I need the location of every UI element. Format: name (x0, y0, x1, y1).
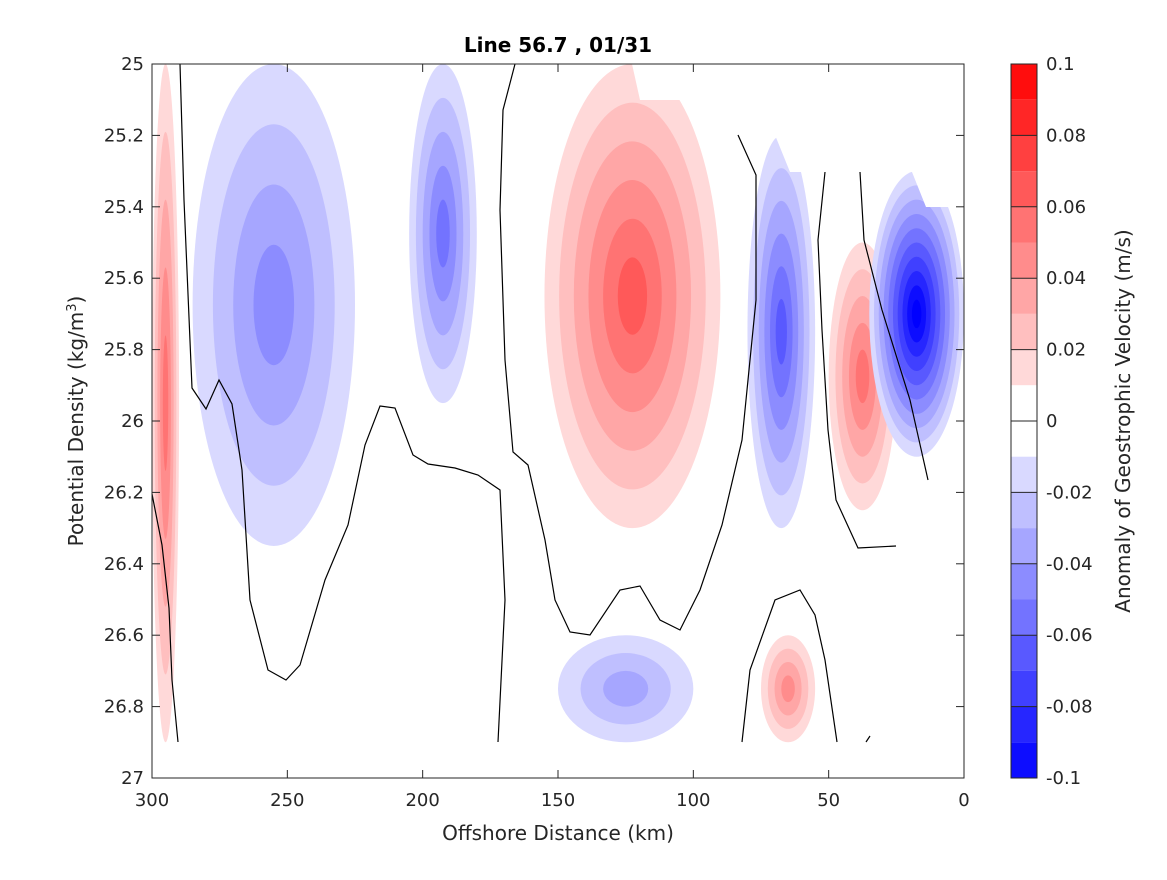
y-tick-label: 26.4 (104, 554, 144, 575)
colorbar-tick-label: -0.08 (1046, 697, 1093, 718)
contour-level-5 (436, 199, 450, 268)
contour-level-6 (775, 299, 787, 365)
y-tick-label: 25.8 (104, 340, 144, 361)
filled-contours (152, 64, 964, 743)
colorbar-band (1011, 349, 1037, 386)
colorbar-tick-label: 0.08 (1046, 125, 1086, 146)
y-tick-label: 25.2 (104, 125, 144, 146)
colorbar-tick-label: 0.02 (1046, 340, 1086, 361)
colorbar-tick-label: 0.06 (1046, 197, 1086, 218)
colorbar-tick-label: -0.04 (1046, 554, 1093, 575)
x-tick-label: 200 (405, 790, 439, 811)
colorbar-band (1011, 563, 1037, 600)
colorbar-band (1011, 171, 1037, 207)
colorbar-band (1011, 206, 1037, 243)
colorbar-tick-label: -0.06 (1046, 625, 1093, 646)
y-axis: 25 25.2 25.4 25.6 25.8 26 26.2 26.4 26.6 26.8 27 (104, 54, 964, 789)
zero-contour-lines (152, 64, 929, 743)
contour-region-4 (544, 64, 721, 529)
y-tick-label: 25.6 (104, 268, 144, 289)
contour-level-4 (253, 244, 295, 366)
x-tick-label: 0 (958, 790, 969, 811)
colorbar-band (1011, 670, 1037, 707)
x-axis-label: Offshore Distance (km) (442, 821, 674, 845)
colorbar-label: Anomaly of Geostrophic Velocity (m/s) (1111, 229, 1135, 612)
colorbar-tick-label: 0.1 (1046, 54, 1075, 75)
colorbar-band (1011, 635, 1037, 671)
y-tick-label: 26.6 (104, 625, 144, 646)
x-tick-label: 250 (270, 790, 304, 811)
colorbar-tick-label: -0.1 (1046, 768, 1081, 789)
colorbar-band (1011, 278, 1037, 314)
contour-level-3 (603, 670, 649, 707)
contour-region-8 (558, 635, 694, 743)
x-tick-label: 300 (135, 790, 169, 811)
colorbar-band (1011, 528, 1037, 564)
contour-region-7 (869, 171, 964, 457)
contour-level-6 (617, 257, 648, 335)
colorbar-band (1011, 706, 1037, 743)
contour-level-5 (162, 335, 169, 471)
contour-region-1 (152, 64, 180, 743)
colorbar-band (1011, 742, 1037, 778)
y-tick-label: 26.8 (104, 697, 144, 718)
chart-title: Line 56.7 , 01/31 (464, 33, 652, 57)
colorbar-tick-label: 0.04 (1046, 268, 1086, 289)
contour-region-2 (192, 64, 355, 546)
colorbar-band (1011, 99, 1037, 136)
contour-region-5 (747, 135, 816, 529)
contour-level-4 (781, 675, 795, 703)
contour-region-3 (409, 64, 477, 404)
contour-level-5 (855, 349, 870, 404)
colorbar-band (1011, 135, 1037, 172)
colorbar-tick-label: 0 (1046, 411, 1057, 432)
colorbar-band (1011, 421, 1037, 457)
y-tick-label: 26.2 (104, 482, 144, 503)
x-tick-label: 50 (817, 790, 840, 811)
colorbar-tick-label: -0.02 (1046, 482, 1093, 503)
colorbar-band (1011, 599, 1037, 636)
no-data-mask (520, 64, 964, 207)
y-tick-label: 26 (121, 411, 144, 432)
x-tick-label: 150 (541, 790, 575, 811)
x-axis: 300 250 200 150 100 50 0 (135, 64, 970, 811)
colorbar: 0.1 0.08 0.06 0.04 0.02 0 -0.02 -0.04 -0.06 -0.08… (1010, 54, 1093, 789)
colorbar-band (1011, 385, 1037, 421)
colorbar-band (1011, 242, 1037, 279)
colorbar-band (1011, 456, 1037, 493)
contour-level-10 (911, 299, 922, 329)
y-tick-label: 25 (121, 54, 144, 75)
y-axis-label: Potential Density (kg/m3) (64, 296, 88, 547)
y-tick-label: 25.4 (104, 197, 144, 218)
colorbar-band (1011, 313, 1037, 350)
colorbar-band (1011, 492, 1037, 529)
contour-region-9 (761, 635, 816, 743)
colorbar-band (1011, 64, 1037, 100)
x-tick-label: 100 (676, 790, 710, 811)
y-tick-label: 27 (121, 768, 144, 789)
